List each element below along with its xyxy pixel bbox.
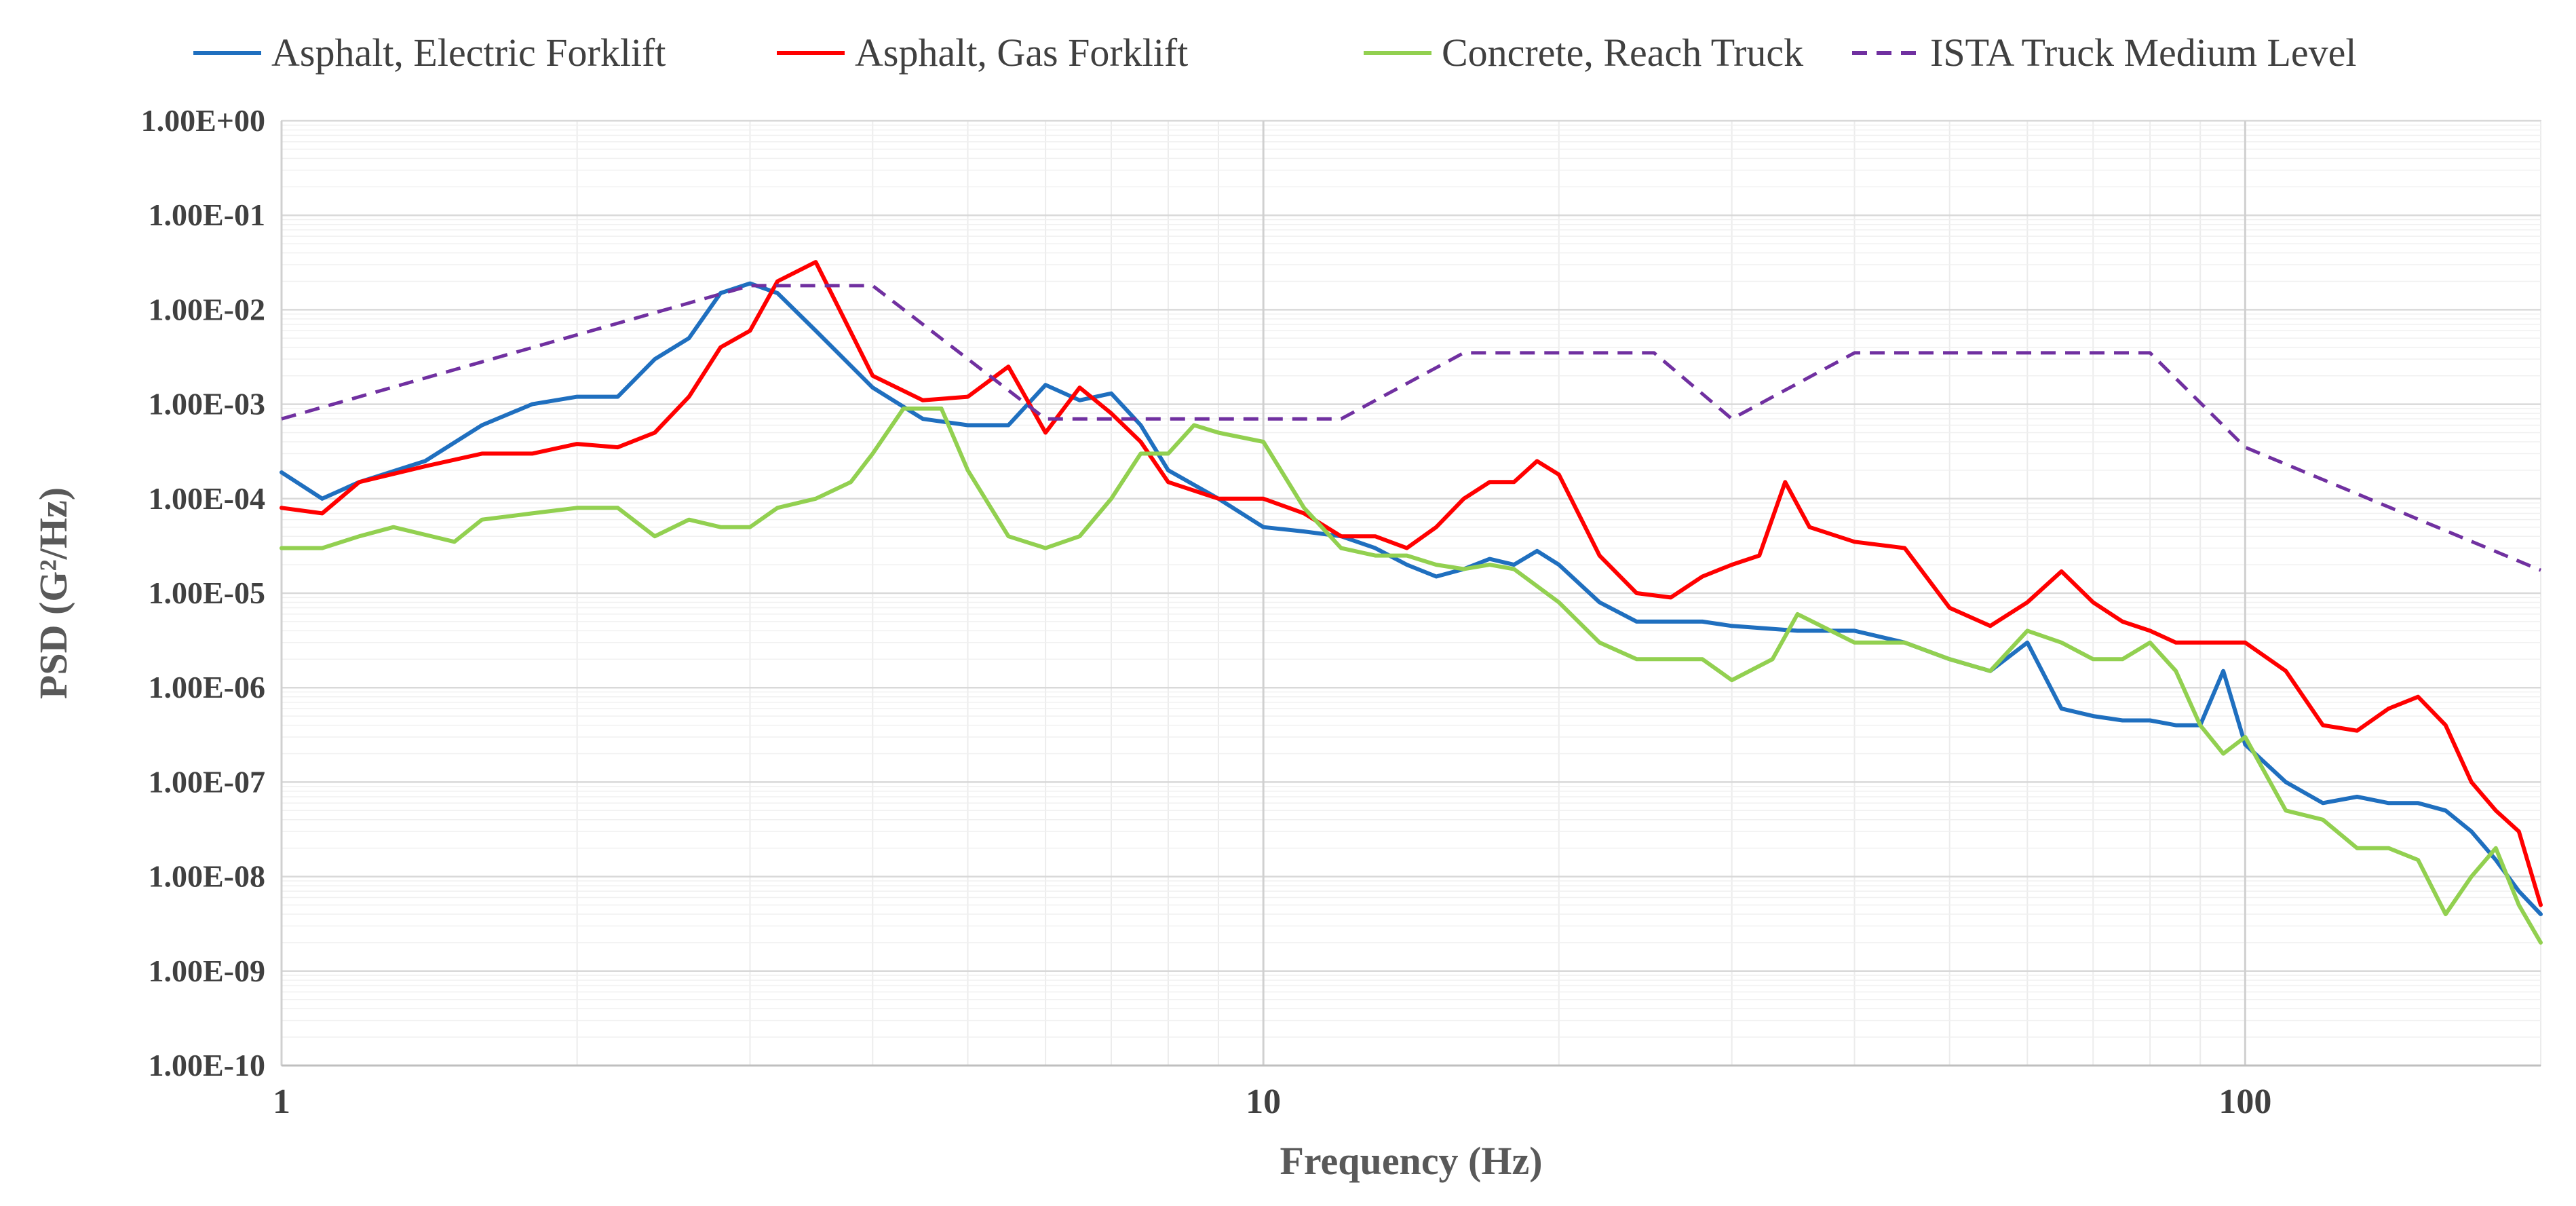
series-line-ista-truck-medium-level — [281, 284, 2541, 572]
y-tick-label: 1.00E-08 — [149, 859, 266, 894]
y-tick-label: 1.00E-09 — [149, 954, 266, 988]
legend-label-concrete-reach-truck: Concrete, Reach Truck — [1442, 31, 1803, 75]
legend-label-asphalt-gas-forklift: Asphalt, Gas Forklift — [855, 31, 1188, 75]
y-tick-label: 1.00E-05 — [149, 576, 266, 610]
x-axis-ticks: 1 10 100 — [273, 1082, 2271, 1121]
legend-label-ista-truck-medium-level: ISTA Truck Medium Level — [1930, 31, 2357, 75]
y-tick-label: 1.00E-06 — [149, 670, 266, 704]
x-tick-label: 10 — [1246, 1082, 1281, 1121]
y-tick-label: 1.00E-03 — [149, 387, 266, 421]
y-axis-label: PSD (G²/Hz) — [31, 487, 75, 699]
y-axis-ticks: 1.00E+00 1.00E-01 1.00E-02 1.00E-03 1.00E-04… — [141, 103, 265, 1082]
minor-gridlines — [282, 121, 2541, 1066]
series-line-concrete-reach-truck — [280, 407, 2543, 945]
y-tick-label: 1.00E+00 — [141, 103, 265, 138]
x-axis-label: Frequency (Hz) — [1280, 1139, 1542, 1183]
x-tick-label: 1 — [273, 1082, 290, 1121]
major-gridlines — [280, 119, 2541, 1067]
legend-label-asphalt-electric-forklift: Asphalt, Electric Forklift — [271, 31, 666, 75]
series-line-asphalt-gas-forklift — [280, 260, 2543, 907]
y-tick-label: 1.00E-01 — [149, 197, 266, 232]
y-tick-label: 1.00E-04 — [149, 481, 266, 516]
y-tick-label: 1.00E-10 — [149, 1048, 266, 1082]
data-series — [280, 260, 2543, 945]
legend: Asphalt, Electric Forklift Asphalt, Gas F… — [193, 31, 2357, 75]
y-tick-label: 1.00E-02 — [149, 292, 266, 326]
y-tick-label: 1.00E-07 — [149, 764, 266, 799]
x-tick-label: 100 — [2218, 1082, 2271, 1121]
